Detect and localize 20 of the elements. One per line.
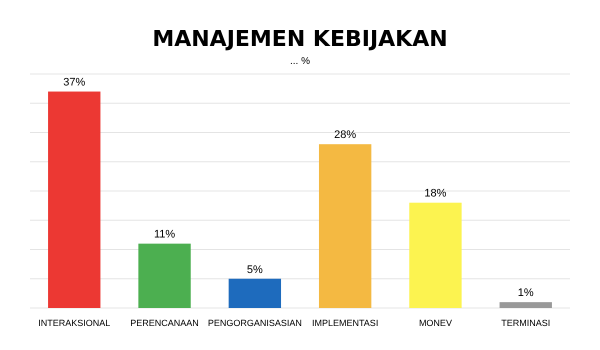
- x-tick-label: MONEV: [418, 318, 452, 328]
- bar: [500, 302, 552, 308]
- data-label: 37%: [63, 76, 86, 89]
- chart-title: MANAJEMEN KEBIJAKAN: [152, 27, 448, 52]
- data-label: 18%: [424, 188, 447, 200]
- chart-subtitle: ... %: [290, 56, 310, 67]
- x-tick-label: INTERAKSIONAL: [38, 318, 110, 328]
- data-label: 5%: [246, 264, 264, 276]
- bar: [409, 202, 462, 308]
- bar: [228, 278, 282, 308]
- bar: [138, 244, 191, 308]
- x-tick-label: TERMINASI: [501, 318, 550, 328]
- bar: [48, 92, 100, 308]
- x-tick-label: PENGORGANISASIAN: [208, 318, 302, 328]
- x-tick-label: PERENCANAAN: [130, 318, 199, 328]
- data-label: 28%: [334, 129, 356, 142]
- data-label: 1%: [518, 287, 534, 300]
- bar: [318, 144, 372, 308]
- x-tick-label: IMPLEMENTASI: [312, 318, 378, 328]
- data-label: 11%: [154, 228, 176, 241]
